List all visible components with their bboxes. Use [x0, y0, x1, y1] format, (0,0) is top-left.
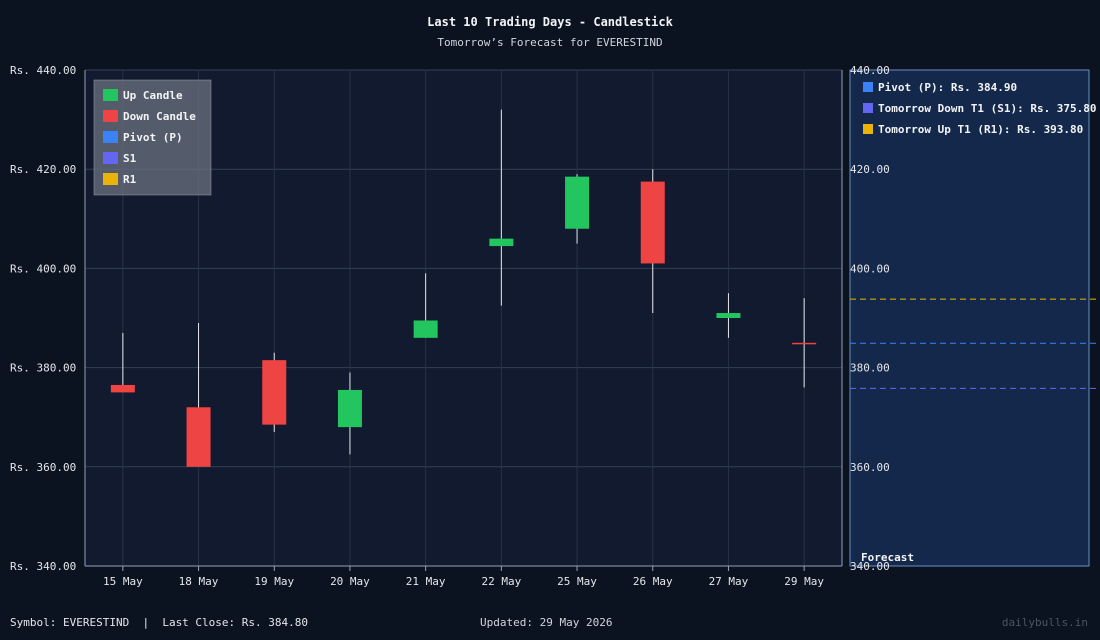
- y-tick-label: Rs. 440.00: [10, 64, 76, 77]
- down-candle-body: [792, 342, 817, 345]
- candle: [186, 322, 211, 467]
- up-candle-body: [716, 313, 741, 318]
- x-tick-label: 22 May: [481, 575, 521, 588]
- candle: [110, 332, 135, 393]
- y-tick-label: Rs. 380.00: [10, 362, 76, 375]
- x-tick-label: 19 May: [254, 575, 294, 588]
- x-tick-label: 18 May: [179, 575, 219, 588]
- right-y-tick-label: 380.00: [850, 362, 890, 375]
- up-candle-body: [489, 238, 514, 247]
- forecast-swatch: [863, 103, 873, 113]
- forecast-panel-label: Forecast: [861, 551, 914, 564]
- candle: [262, 352, 287, 433]
- right-y-tick-label: 420.00: [850, 163, 890, 176]
- forecast-level-label: Tomorrow Up T1 (R1): Rs. 393.80: [878, 123, 1083, 136]
- footer-brand: dailybulls.in: [1001, 616, 1088, 629]
- x-tick-label: 25 May: [557, 575, 597, 588]
- candle: [716, 293, 741, 338]
- candle: [792, 298, 817, 388]
- legend-label: S1: [123, 152, 137, 165]
- right-y-tick-label: 440.00: [850, 64, 890, 77]
- chart-subtitle: Tomorrow’s Forecast for EVERESTIND: [437, 36, 663, 49]
- x-tick-label: 27 May: [709, 575, 749, 588]
- x-tick-label: 26 May: [633, 575, 673, 588]
- forecast-panel: [849, 69, 1090, 567]
- x-tick-label: 15 May: [103, 575, 143, 588]
- forecast-level-label: Pivot (P): Rs. 384.90: [878, 81, 1017, 94]
- down-candle-body: [186, 407, 211, 467]
- y-tick-label: Rs. 360.00: [10, 461, 76, 474]
- legend-label: R1: [123, 173, 137, 186]
- y-tick-label: Rs. 400.00: [10, 262, 76, 275]
- right-y-tick-label: 360.00: [850, 461, 890, 474]
- x-tick-label: 20 May: [330, 575, 370, 588]
- candle: [565, 174, 590, 244]
- y-tick-label: Rs. 340.00: [10, 560, 76, 573]
- down-candle-body: [262, 360, 287, 425]
- footer-symbol-info: Symbol: EVERESTIND | Last Close: Rs. 384…: [10, 616, 309, 629]
- legend-label: Pivot (P): [123, 131, 183, 144]
- x-tick-label: 29 May: [784, 575, 824, 588]
- legend-swatch: [103, 110, 118, 122]
- up-candle-body: [413, 320, 438, 338]
- legend-swatch: [103, 152, 118, 164]
- right-y-tick-label: 340.00: [850, 560, 890, 573]
- legend-label: Up Candle: [123, 89, 183, 102]
- legend-swatch: [103, 173, 118, 185]
- forecast-swatch: [863, 124, 873, 134]
- x-tick-label: 21 May: [406, 575, 446, 588]
- forecast-swatch: [863, 82, 873, 92]
- candle: [489, 109, 514, 306]
- down-candle-body: [640, 181, 665, 264]
- legend-label: Down Candle: [123, 110, 196, 123]
- chart-title: Last 10 Trading Days - Candlestick: [427, 15, 673, 29]
- up-candle-body: [337, 389, 362, 428]
- forecast-level-label: Tomorrow Down T1 (S1): Rs. 375.80: [878, 102, 1097, 115]
- legend-swatch: [103, 89, 118, 101]
- legend: Up Candle Down Candle Pivot (P) S1 R1: [93, 79, 212, 196]
- up-candle-body: [565, 176, 590, 229]
- y-tick-label: Rs. 420.00: [10, 163, 76, 176]
- down-candle-body: [110, 384, 135, 393]
- legend-swatch: [103, 131, 118, 143]
- candle: [337, 372, 362, 455]
- candle: [640, 169, 665, 314]
- footer-updated: Updated: 29 May 2026: [480, 616, 613, 629]
- candle: [413, 273, 438, 338]
- right-y-tick-label: 400.00: [850, 262, 890, 275]
